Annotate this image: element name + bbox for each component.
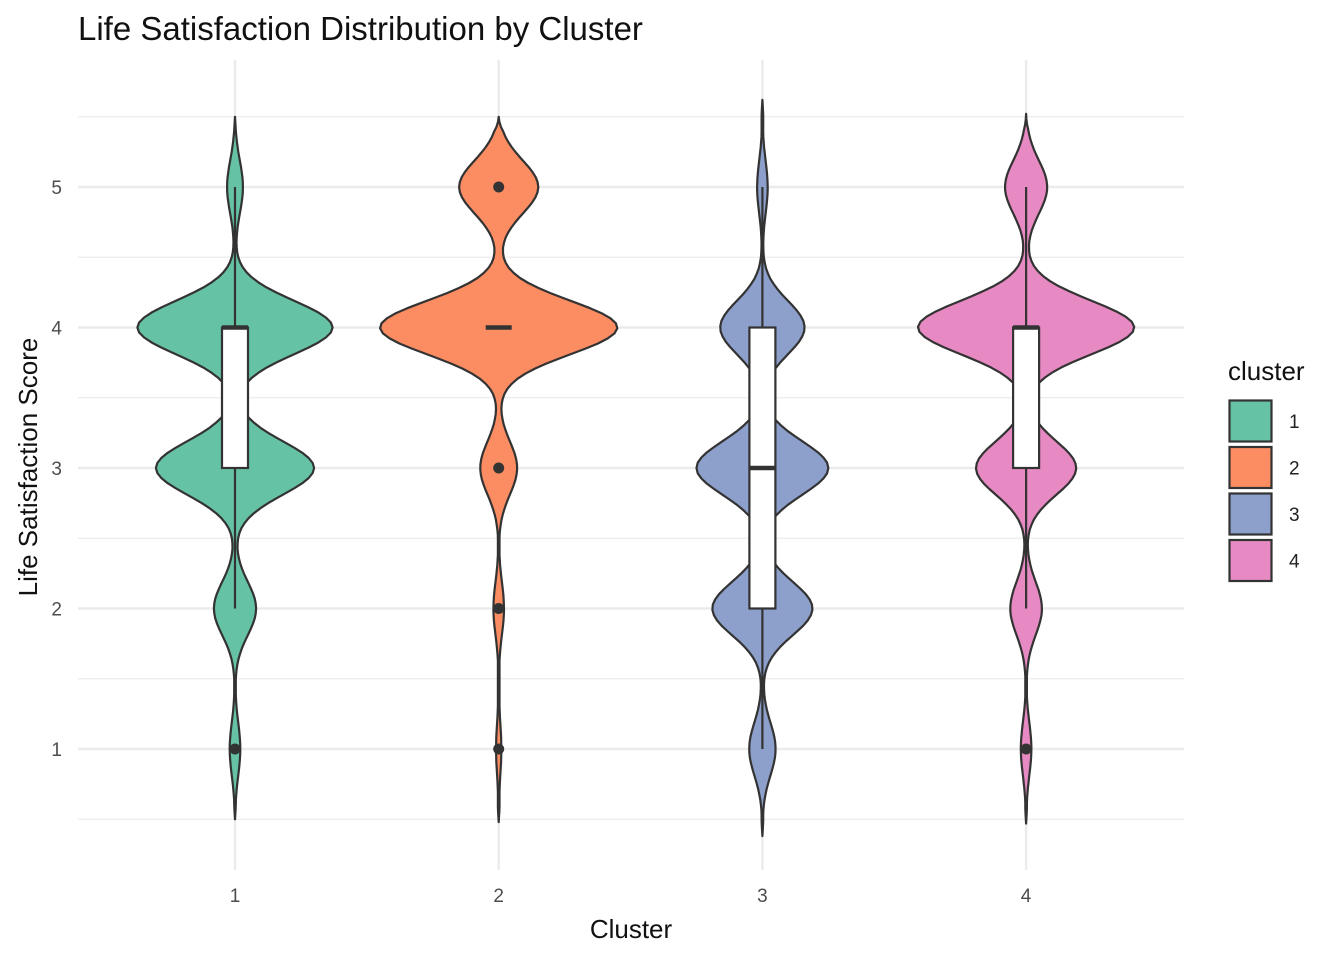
x-tick-label: 4 (1021, 886, 1032, 907)
outlier-point (493, 462, 505, 474)
legend-label-3: 3 (1289, 505, 1300, 526)
outlier-point (229, 743, 241, 755)
x-tick-label: 3 (757, 886, 768, 907)
legend: cluster 1 2 3 4 (1228, 356, 1305, 583)
outlier-point (493, 603, 505, 614)
legend-key-1 (1228, 399, 1273, 443)
outlier-point (493, 181, 505, 193)
legend-label-1: 1 (1289, 412, 1300, 433)
legend-key-4 (1228, 538, 1273, 583)
y-tick-label: 2 (51, 600, 62, 621)
legend-label-2: 2 (1289, 459, 1300, 480)
x-tick-label: 1 (230, 886, 241, 907)
violin-group-2 (379, 115, 619, 824)
y-tick-label: 1 (51, 740, 62, 761)
chart-title: Life Satisfaction Distribution by Cluste… (78, 10, 643, 47)
x-axis-title: Cluster (590, 914, 673, 944)
box (220, 326, 250, 470)
violin-group-3 (695, 98, 830, 838)
violin-group-4 (916, 112, 1136, 825)
y-tick-label: 3 (51, 459, 62, 480)
y-tick-label: 5 (51, 178, 62, 199)
y-axis-title: Life Satisfaction Score (13, 338, 43, 597)
legend-key-3 (1228, 492, 1273, 536)
y-tick-label: 4 (51, 319, 62, 340)
legend-title: cluster (1228, 356, 1305, 386)
legend-label-4: 4 (1289, 552, 1300, 573)
violin-group-1 (136, 115, 334, 821)
box (1011, 326, 1041, 470)
outlier-point (493, 743, 505, 755)
x-tick-label: 2 (493, 886, 504, 907)
outlier-point (1020, 743, 1032, 755)
legend-key-2 (1228, 445, 1273, 490)
